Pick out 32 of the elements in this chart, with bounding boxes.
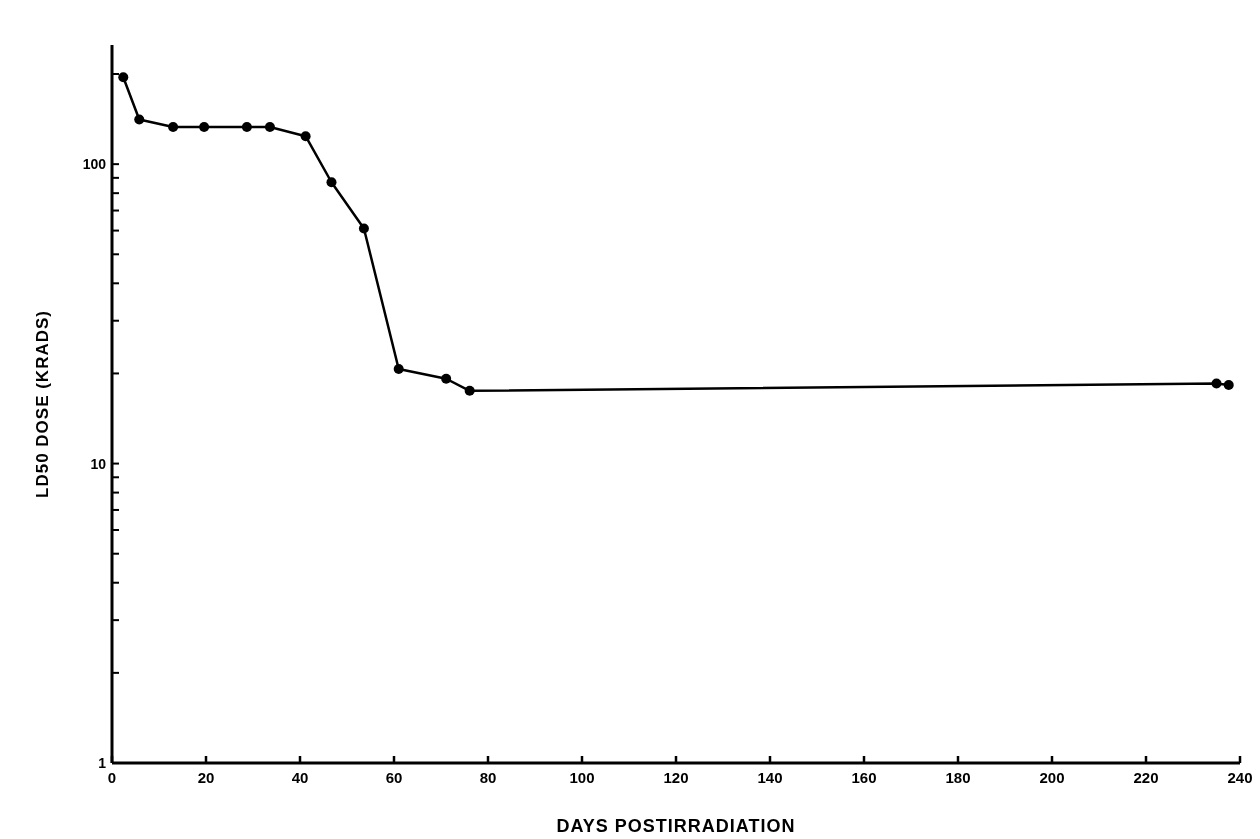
point bbox=[441, 373, 452, 384]
point bbox=[358, 223, 369, 234]
x-tick-label: 180 bbox=[945, 769, 971, 786]
x-tick-label: 120 bbox=[663, 769, 689, 786]
x-tick-label: 40 bbox=[291, 769, 309, 786]
y-axis-title: LD50 DOSE (KRADS) bbox=[33, 310, 52, 498]
x-tick-label: 100 bbox=[569, 769, 595, 786]
point bbox=[199, 122, 210, 133]
point bbox=[326, 177, 337, 188]
point bbox=[1223, 379, 1234, 390]
point bbox=[300, 131, 311, 142]
point bbox=[241, 122, 252, 133]
x-axis-title: DAYS POSTIRRADIATION bbox=[556, 816, 796, 836]
x-tick-label: 200 bbox=[1039, 769, 1065, 786]
point bbox=[134, 114, 145, 125]
y-tick-label: 10 bbox=[90, 455, 107, 472]
x-tick-label: 220 bbox=[1133, 769, 1159, 786]
x-tick-label: 20 bbox=[197, 769, 215, 786]
point bbox=[1211, 378, 1222, 389]
point bbox=[118, 72, 129, 83]
y-tick-label: 1 bbox=[98, 755, 107, 771]
x-tick-label: 240 bbox=[1227, 769, 1253, 786]
x-tick-label: 160 bbox=[851, 769, 877, 786]
point bbox=[264, 122, 275, 133]
point bbox=[393, 363, 404, 374]
x-tick-label: 140 bbox=[757, 769, 783, 786]
x-tick-label: 0 bbox=[107, 769, 117, 786]
y-tick-label: 100 bbox=[82, 156, 107, 173]
x-tick-label: 80 bbox=[479, 769, 497, 786]
point bbox=[168, 122, 179, 133]
point bbox=[464, 385, 475, 396]
x-tick-label: 60 bbox=[385, 769, 403, 786]
